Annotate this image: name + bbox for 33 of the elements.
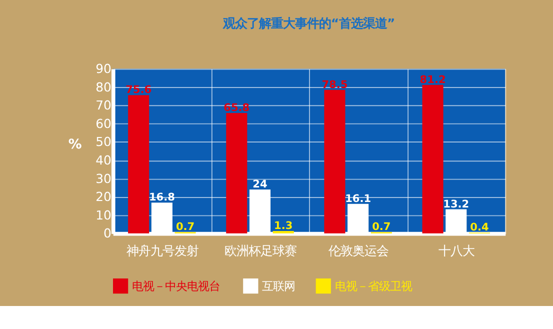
bar	[272, 230, 294, 234]
y-axis-title: %	[68, 138, 82, 153]
data-label: 75.6	[126, 84, 152, 96]
data-label: 81.2	[420, 74, 446, 86]
x-tick-label: 欧洲杯足球赛	[224, 242, 296, 258]
y-tick-label: 0	[104, 226, 112, 241]
data-label: 1.3	[274, 220, 293, 232]
y-tick-label: 90	[96, 61, 112, 76]
bar	[422, 84, 444, 234]
y-tick-label: 30	[96, 170, 112, 186]
x-tick-label: 伦敦奥运会	[328, 242, 389, 258]
legend-label: 电视－中央电视台	[132, 278, 220, 293]
bar	[128, 95, 150, 234]
data-label: 0.7	[372, 221, 391, 234]
bar	[226, 113, 248, 234]
legend-label: 互联网	[262, 278, 296, 293]
bar	[324, 90, 346, 234]
y-tick-label: 50	[96, 134, 112, 150]
y-tick-label: 70	[96, 98, 112, 113]
data-label: 13.2	[443, 198, 470, 210]
chart-title: 观众了解重大事件的“首选渠道”	[222, 16, 396, 31]
data-label: 0.7	[176, 221, 195, 234]
y-tick-label: 40	[96, 152, 112, 168]
y-tick-label: 20	[96, 189, 112, 204]
y-tick-label: 10	[96, 207, 112, 222]
y-tick-label: 80	[96, 79, 112, 94]
data-label: 0.4	[470, 222, 489, 234]
y-tick-label: 60	[96, 116, 112, 131]
legend-label: 电视－省级卫视	[334, 278, 412, 293]
data-label: 65.8	[224, 102, 250, 114]
data-label: 24	[252, 178, 268, 191]
x-tick-label: 神舟九号发射	[126, 242, 198, 258]
x-tick-label: 十八大	[438, 242, 475, 258]
